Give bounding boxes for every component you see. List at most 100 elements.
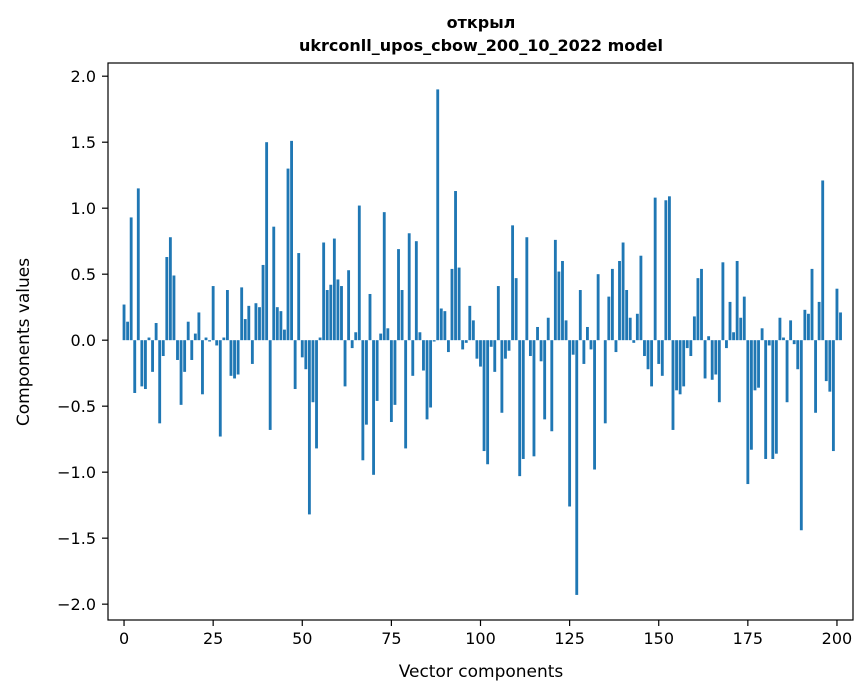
bar: [404, 340, 408, 449]
bar: [225, 290, 229, 341]
bar: [258, 307, 261, 341]
bar: [760, 328, 764, 341]
bar: [393, 340, 397, 405]
bar: [272, 226, 276, 341]
chart-title-model: ukrconll_upos_cbow_200_10_2022 model: [299, 36, 663, 55]
x-tick-label: 75: [381, 629, 401, 648]
bar: [764, 340, 768, 459]
y-tick-label: 0.5: [71, 265, 96, 284]
x-tick-label: 25: [203, 629, 223, 648]
bar: [753, 340, 757, 391]
bar: [792, 340, 796, 345]
bar: [767, 340, 771, 346]
bar: [610, 268, 614, 341]
chart-title-word: открыл: [447, 13, 516, 32]
bar: [154, 323, 158, 341]
y-axis-ticks: 2.0 1.5 1.0 0.5 0.0 −0.5 −1.0 −1.5 −2.0: [57, 67, 108, 614]
bar: [839, 312, 842, 341]
bar: [603, 340, 607, 424]
bar: [443, 311, 447, 341]
y-tick-label: 0.0: [71, 331, 96, 350]
bar: [639, 255, 643, 341]
bar: [689, 340, 693, 357]
bar: [664, 200, 668, 341]
bar: [486, 340, 490, 465]
bar: [521, 340, 525, 459]
bar: [329, 284, 333, 341]
bar: [407, 233, 411, 341]
bar: [422, 340, 425, 371]
bar: [439, 308, 443, 341]
bar: [532, 340, 536, 457]
bar: [578, 290, 582, 341]
bar: [700, 268, 703, 341]
bar: [218, 340, 222, 437]
bar: [746, 340, 750, 485]
bar: [732, 332, 736, 341]
bar: [350, 340, 354, 349]
bar: [457, 267, 461, 341]
bar: [265, 142, 269, 341]
bar: [618, 260, 621, 341]
bar: [682, 340, 686, 387]
bar: [168, 237, 172, 341]
bar: [568, 340, 572, 507]
bar: [632, 340, 636, 343]
bar: [482, 340, 486, 452]
bar: [714, 340, 718, 375]
bar: [340, 286, 343, 341]
bar: [190, 340, 194, 360]
bar: [643, 340, 646, 357]
bar: [432, 340, 436, 342]
x-axis-ticks: 0 25 50 75 100 125 150 175 200: [119, 620, 852, 648]
bar: [375, 340, 379, 401]
x-axis-title: Vector components: [399, 662, 564, 682]
bar: [696, 278, 700, 341]
bar: [821, 180, 825, 341]
bar: [742, 296, 746, 341]
bar: [283, 329, 286, 341]
bar: [204, 337, 208, 341]
bar: [140, 340, 144, 387]
bar: [500, 340, 504, 413]
bar: [368, 293, 372, 341]
bar: [582, 340, 586, 364]
bar: [354, 332, 358, 341]
bar: [286, 168, 290, 341]
bar: [290, 140, 293, 341]
bar: [304, 340, 308, 370]
x-tick-label: 125: [554, 629, 585, 648]
bar: [318, 337, 322, 341]
bar: [172, 275, 176, 341]
bar: [322, 242, 326, 341]
bar: [518, 340, 522, 477]
bar: [243, 319, 247, 341]
bar: [382, 212, 386, 341]
bar: [179, 340, 183, 405]
x-tick-label: 175: [733, 629, 764, 648]
bar: [293, 340, 297, 390]
bar: [650, 340, 654, 387]
bar: [275, 307, 279, 341]
y-tick-label: −1.0: [57, 463, 96, 482]
bar: [668, 196, 671, 341]
bar: [215, 340, 219, 346]
bar: [414, 241, 418, 341]
bar: [311, 340, 315, 403]
bar: [475, 340, 479, 359]
bar: [389, 340, 393, 423]
bar: [739, 317, 743, 341]
bar: [589, 340, 593, 350]
bar: [361, 340, 365, 461]
bar: [553, 239, 557, 341]
bar: [268, 340, 272, 430]
bar: [653, 197, 657, 341]
bar: [785, 340, 789, 403]
bar: [315, 340, 318, 449]
bar: [728, 301, 732, 341]
bar: [774, 340, 778, 454]
x-tick-label: 200: [822, 629, 853, 648]
y-axis-title: Components values: [14, 258, 34, 426]
bar: [461, 340, 465, 350]
bar: [525, 237, 529, 341]
